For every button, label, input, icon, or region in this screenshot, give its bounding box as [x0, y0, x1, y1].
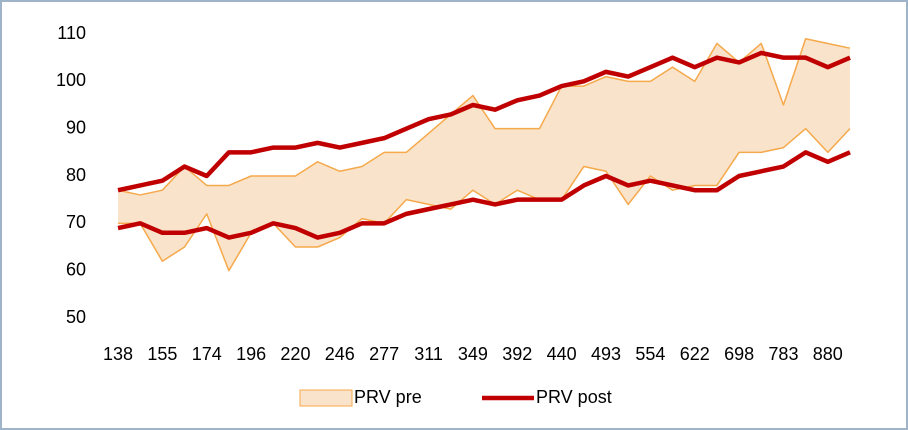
x-tick-label: 698 — [724, 344, 754, 364]
x-tick-label: 196 — [236, 344, 266, 364]
x-tick-label: 138 — [103, 344, 133, 364]
legend-label: PRV post — [536, 387, 612, 407]
y-tick-label: 60 — [66, 259, 86, 279]
x-tick-label: 880 — [813, 344, 843, 364]
x-tick-label: 277 — [369, 344, 399, 364]
series-line — [117, 150, 851, 240]
x-tick-label: 493 — [591, 344, 621, 364]
legend-swatch — [299, 389, 353, 407]
y-tick-label: 90 — [66, 117, 86, 137]
x-tick-label: 783 — [768, 344, 798, 364]
y-tick-label: 70 — [66, 212, 86, 232]
x-tick-label: 392 — [502, 344, 532, 364]
x-tick-label: 155 — [147, 344, 177, 364]
x-tick-label: 174 — [192, 344, 222, 364]
x-tick-label: 311 — [414, 344, 443, 364]
series-line — [117, 37, 851, 196]
x-tick-label: 220 — [280, 344, 310, 364]
band-area — [118, 38, 850, 271]
series-line — [118, 127, 851, 272]
y-tick-label: 100 — [56, 70, 86, 90]
y-tick-label: 80 — [66, 165, 86, 185]
x-tick-label: 349 — [458, 344, 488, 364]
series-line — [117, 50, 851, 193]
x-tick-label: 554 — [635, 344, 665, 364]
x-tick-label: 440 — [547, 344, 577, 364]
x-tick-label: 622 — [680, 344, 710, 364]
y-tick-label: 110 — [57, 23, 86, 43]
legend-label: PRV pre — [354, 387, 422, 407]
x-tick-label: 246 — [325, 344, 355, 364]
y-tick-label: 50 — [66, 307, 86, 327]
